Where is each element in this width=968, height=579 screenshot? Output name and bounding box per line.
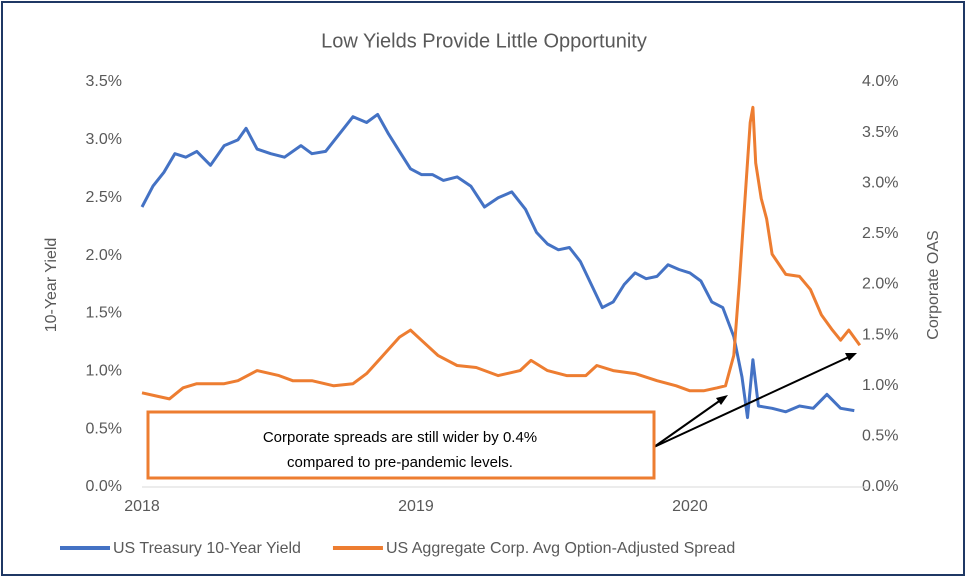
y-tick-label: 3.0% <box>86 131 122 148</box>
y-tick-label: 2.0% <box>86 247 122 264</box>
arrow <box>653 354 854 448</box>
series-line <box>141 105 862 401</box>
y-tick-label: 1.0% <box>86 363 122 380</box>
y2-tick-label: 4.0% <box>862 73 898 90</box>
y2-tick-label: 1.5% <box>862 326 898 343</box>
annotation-text: compared to pre-pandemic levels. <box>287 454 513 471</box>
legend: US Treasury 10-Year Yield US Aggregate Co… <box>60 540 735 557</box>
chart-title: Low Yields Provide Little Opportunity <box>321 30 647 52</box>
annotation-text: Corporate spreads are still wider by 0.4… <box>263 429 537 446</box>
x-tick-label: 2020 <box>672 498 708 515</box>
y2-tick-label: 0.0% <box>862 478 898 495</box>
x-tick-label: 2018 <box>124 498 160 515</box>
y2-tick-label: 1.0% <box>862 377 898 394</box>
y-tick-label: 0.5% <box>86 420 122 437</box>
annotation: Corporate spreads are still wider by 0.4… <box>146 353 857 480</box>
annotation-box <box>146 410 656 480</box>
y2-axis-label: Corporate OAS <box>925 230 942 339</box>
plot-area: 0.0% 0.5% 1.0% 1.5% 2.0% 2.5% 3.0% 3.5% 0.0% 0.5%… <box>86 73 899 515</box>
y-tick-label: 3.5% <box>86 73 122 90</box>
legend-label: US Aggregate Corp. Avg Option-Adjusted S… <box>386 540 735 557</box>
series-line <box>140 112 855 420</box>
arrow-head <box>845 353 857 361</box>
y2-tick-label: 3.0% <box>862 174 898 191</box>
y2-tick-label: 2.5% <box>862 225 898 242</box>
legend-label: US Treasury 10-Year Yield <box>113 540 301 557</box>
y2-tick-label: 2.0% <box>862 276 898 293</box>
y2-tick-label: 0.5% <box>862 428 898 445</box>
arrow-head <box>716 395 728 405</box>
y-tick-label: 1.5% <box>86 305 122 322</box>
arrow <box>653 396 726 448</box>
y-tick-label: 2.5% <box>86 189 122 206</box>
y-axis-label: 10-Year Yield <box>43 238 60 333</box>
x-tick-label: 2019 <box>398 498 434 515</box>
y-tick-label: 0.0% <box>86 478 122 495</box>
y2-tick-label: 3.5% <box>862 124 898 141</box>
